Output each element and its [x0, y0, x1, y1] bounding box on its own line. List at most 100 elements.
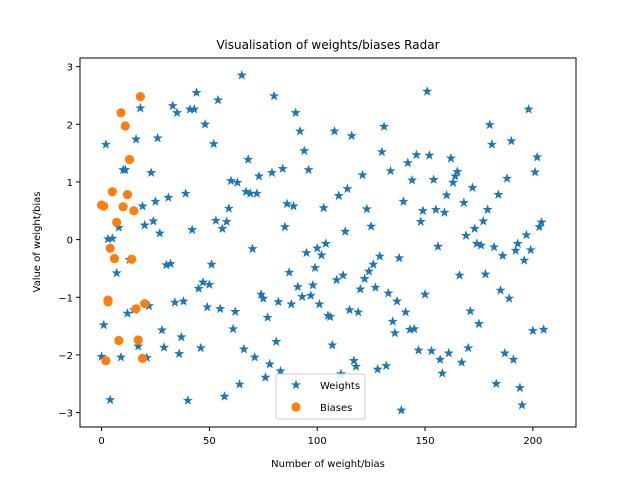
weight-point: [430, 204, 441, 214]
weight-point: [189, 104, 200, 114]
weight-point: [204, 279, 215, 289]
weight-point: [491, 378, 502, 389]
weight-point: [251, 188, 262, 198]
legend-biases-label: Biases: [320, 403, 352, 414]
weight-point: [344, 304, 355, 315]
weight-point: [465, 305, 476, 316]
weight-point: [200, 119, 211, 129]
weight-point: [273, 296, 284, 307]
weight-point: [458, 197, 469, 207]
weight-point: [152, 132, 163, 143]
weight-point: [331, 274, 342, 285]
weight-point: [219, 391, 230, 401]
weight-point: [467, 182, 478, 193]
bias-point: [129, 206, 139, 216]
weight-point: [281, 198, 293, 209]
weight-point: [340, 226, 351, 236]
weight-point: [107, 233, 118, 243]
bias-point: [101, 356, 111, 366]
weight-point: [258, 293, 269, 303]
x-tick-label: 150: [415, 436, 434, 447]
weight-point: [165, 258, 176, 269]
weight-point: [120, 164, 131, 175]
legend-weights-marker: [290, 379, 302, 390]
weight-point: [236, 70, 247, 80]
weight-point: [448, 177, 459, 187]
weight-point: [163, 192, 174, 202]
weight-point: [402, 157, 413, 168]
weight-point: [174, 348, 185, 359]
weight-point: [241, 186, 252, 197]
weight-point: [225, 175, 236, 186]
weight-point: [437, 368, 448, 378]
y-tick-label: 3: [67, 63, 73, 74]
weight-point: [292, 281, 303, 292]
weight-point: [514, 382, 525, 393]
bias-point: [133, 335, 143, 345]
weight-point: [206, 259, 217, 269]
weight-point: [154, 227, 165, 238]
weight-point: [370, 282, 381, 292]
weight-point: [294, 125, 305, 136]
bias-point: [107, 187, 117, 197]
weight-point: [333, 190, 344, 201]
weight-point: [115, 351, 127, 362]
y-axis-title: Value of weight/bias: [32, 191, 43, 292]
weight-point: [510, 245, 521, 255]
x-tick-label: 100: [308, 436, 327, 447]
weight-point: [264, 358, 275, 369]
weight-point: [478, 215, 489, 226]
weight-point: [529, 166, 541, 177]
y-tick-label: −3: [58, 409, 73, 420]
weight-point: [249, 351, 260, 362]
weight-point: [247, 243, 258, 254]
bias-point: [109, 254, 120, 264]
weight-point: [480, 268, 491, 279]
weight-point: [519, 255, 530, 265]
weight-point: [310, 262, 321, 273]
weight-point: [253, 170, 265, 181]
weight-point: [146, 167, 157, 178]
weight-point: [512, 238, 523, 248]
weight-point: [355, 283, 366, 294]
weight-point: [133, 340, 144, 351]
weight-point: [476, 240, 487, 250]
weight-point: [504, 293, 515, 303]
weight-point: [316, 249, 327, 260]
weight-point: [525, 244, 536, 255]
weight-point: [413, 345, 424, 355]
weight-point: [301, 247, 312, 258]
weight-point: [499, 347, 510, 358]
weight-point: [396, 404, 407, 415]
weight-point: [538, 324, 549, 334]
chart-title: Visualisation of weights/biases Radar: [216, 38, 439, 52]
weight-point: [383, 287, 394, 298]
weight-point: [346, 130, 357, 141]
weight-point: [312, 242, 323, 253]
weight-point: [501, 173, 513, 183]
weight-point: [420, 289, 431, 299]
weight-point: [131, 134, 142, 144]
x-tick-label: 50: [203, 436, 216, 447]
bias-point: [140, 299, 150, 309]
weight-point: [409, 323, 420, 334]
weight-point: [156, 324, 167, 335]
weight-point: [366, 221, 377, 231]
weight-point: [223, 203, 234, 213]
weight-point: [495, 285, 506, 295]
weight-point: [532, 151, 543, 162]
weight-point: [150, 196, 161, 206]
weight-point: [359, 273, 370, 284]
weight-point: [456, 357, 467, 367]
weight-point: [452, 166, 463, 176]
bias-point: [120, 121, 130, 131]
weight-point: [307, 279, 318, 290]
x-tick-label: 200: [523, 436, 542, 447]
weight-point: [297, 291, 308, 301]
weight-point: [469, 223, 480, 233]
weight-point: [445, 153, 456, 163]
weight-point: [303, 164, 314, 175]
weight-point: [100, 139, 111, 149]
y-tick-label: 0: [67, 236, 73, 247]
weight-point: [441, 189, 452, 200]
